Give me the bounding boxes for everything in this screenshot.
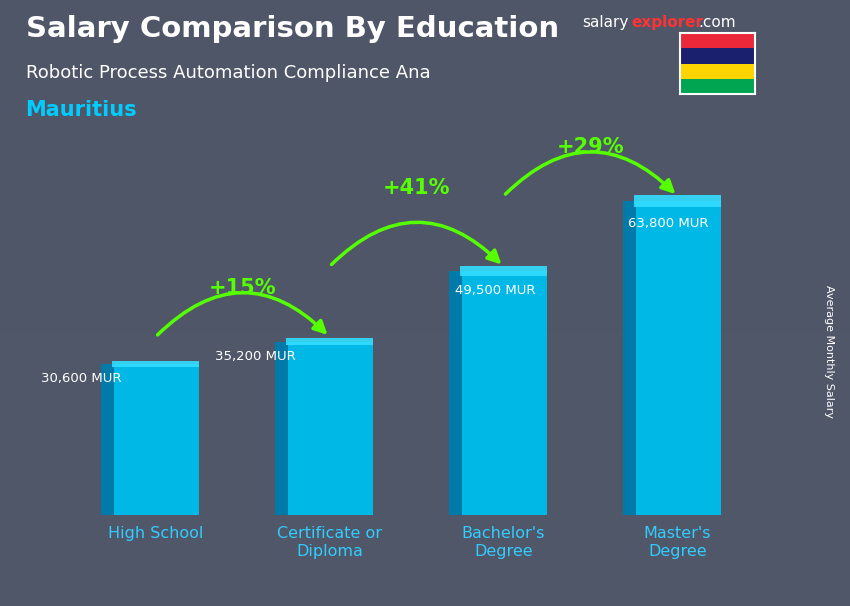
Text: +41%: +41% <box>382 178 450 198</box>
Text: Average Monthly Salary: Average Monthly Salary <box>824 285 834 418</box>
Bar <box>112 361 199 367</box>
Text: salary: salary <box>582 15 629 30</box>
Bar <box>275 342 288 515</box>
Text: Salary Comparison By Education: Salary Comparison By Education <box>26 15 558 43</box>
Bar <box>680 33 755 48</box>
Text: Mauritius: Mauritius <box>26 100 137 120</box>
Text: .com: .com <box>699 15 736 30</box>
Text: +29%: +29% <box>557 137 624 157</box>
Bar <box>680 64 755 79</box>
Bar <box>112 364 199 515</box>
Bar <box>680 79 755 94</box>
Bar <box>286 338 373 345</box>
Text: +15%: +15% <box>209 278 276 298</box>
Bar <box>623 201 636 515</box>
Bar <box>460 271 547 515</box>
Text: 49,500 MUR: 49,500 MUR <box>455 284 535 296</box>
Bar <box>680 48 755 64</box>
Bar <box>634 201 721 515</box>
Text: 63,800 MUR: 63,800 MUR <box>628 217 709 230</box>
Bar <box>449 271 462 515</box>
Bar <box>634 195 721 207</box>
Text: 30,600 MUR: 30,600 MUR <box>42 372 122 385</box>
Text: Robotic Process Automation Compliance Ana: Robotic Process Automation Compliance An… <box>26 64 430 82</box>
Bar <box>101 364 114 515</box>
Bar <box>460 267 547 276</box>
Text: explorer: explorer <box>632 15 704 30</box>
Bar <box>286 342 373 515</box>
Text: 35,200 MUR: 35,200 MUR <box>215 350 296 364</box>
